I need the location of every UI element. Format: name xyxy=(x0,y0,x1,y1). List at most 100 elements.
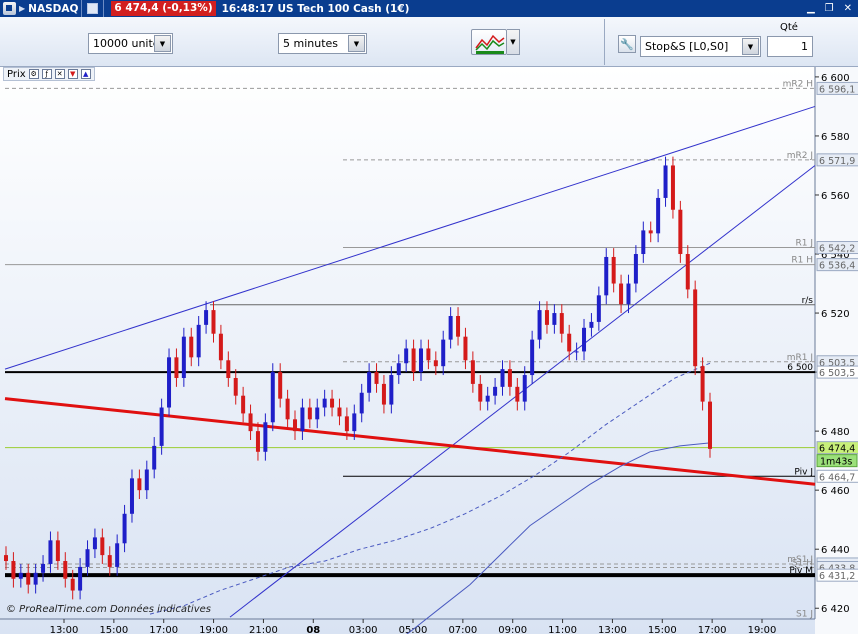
x-tick-label: 07:00 xyxy=(448,625,477,634)
level-value-label: 6 464,7 xyxy=(819,472,855,483)
candle-body xyxy=(641,230,646,255)
candle-body xyxy=(500,369,505,387)
link-icon[interactable] xyxy=(87,3,99,14)
y-tick-label: 6 600 xyxy=(821,73,850,84)
candle-body xyxy=(530,339,535,376)
order-type-value: Stop&S [L0,S0] xyxy=(645,40,729,53)
x-tick-label: 09:00 xyxy=(498,625,527,634)
level-name-label: mR2 J xyxy=(787,151,813,161)
candle-body xyxy=(648,230,653,234)
up-arrow-icon[interactable]: ▲ xyxy=(80,69,91,79)
candle-body xyxy=(33,572,38,585)
level-name-label: R1 H xyxy=(791,256,813,266)
x-tick-label: 03:00 xyxy=(349,625,378,634)
y-tick-label: 6 440 xyxy=(821,545,850,556)
level-value-label: 6 596,1 xyxy=(819,84,855,95)
x-tick-label: 21:00 xyxy=(249,625,278,634)
window-titlebar: ▶ NASDAQ 6 474,4 (-0,13%) 16:48:17 US Te… xyxy=(0,0,858,17)
chevron-down-icon[interactable]: ▼ xyxy=(742,38,759,55)
x-tick-label: 15:00 xyxy=(99,625,128,634)
level-name-label: R1 J xyxy=(796,239,814,249)
candle-body xyxy=(493,386,498,396)
candle-body xyxy=(685,254,690,290)
candle-body xyxy=(544,310,549,325)
y-tick-label: 6 560 xyxy=(821,191,850,202)
candle-body xyxy=(411,348,416,373)
wrench-icon[interactable]: 🔧 xyxy=(618,35,636,53)
moving-average-solid xyxy=(406,442,711,634)
candle-body xyxy=(374,372,379,384)
trendline-channel xyxy=(229,165,816,618)
down-arrow-icon[interactable]: ▼ xyxy=(67,69,78,79)
candle-body xyxy=(226,360,231,378)
chevron-down-icon[interactable]: ▼ xyxy=(507,29,520,55)
chevron-down-icon[interactable]: ▼ xyxy=(348,35,365,52)
price-chart[interactable]: 6 600 6 580 6 560 6 540 6 520 6 500 6 480 6 460… xyxy=(0,67,858,634)
candle-body xyxy=(633,254,638,284)
chevron-right-icon[interactable]: ▶ xyxy=(19,4,26,13)
candle-body xyxy=(70,578,75,591)
candle-body xyxy=(189,336,194,358)
candle-body xyxy=(218,333,223,361)
close-icon[interactable]: ✕ xyxy=(843,3,852,14)
x-tick-label: 15:00 xyxy=(648,625,677,634)
candle-body xyxy=(78,566,83,591)
amount-select[interactable]: 10000 unités ▼ xyxy=(88,33,173,54)
candle-body xyxy=(285,398,290,420)
candle-body xyxy=(470,360,475,384)
candle-body xyxy=(263,422,268,452)
y-tick-label: 6 420 xyxy=(821,604,850,615)
order-type-select[interactable]: Stop&S [L0,S0] ▼ xyxy=(640,36,761,57)
app-icon xyxy=(3,2,16,15)
candle-body xyxy=(433,360,438,367)
x-tick-label: 17:00 xyxy=(149,625,178,634)
candle-body xyxy=(574,351,579,353)
candle-body xyxy=(270,372,275,423)
candle-body xyxy=(122,513,127,544)
y-tick-label: 6 520 xyxy=(821,309,850,320)
instrument-name[interactable]: NASDAQ xyxy=(28,2,79,15)
y-tick-label: 6 580 xyxy=(821,132,850,143)
candle-body xyxy=(418,348,423,373)
countdown-box xyxy=(816,454,858,468)
candle-body xyxy=(167,357,172,408)
candle-body xyxy=(404,348,409,364)
minimize-icon[interactable]: ▁ xyxy=(806,3,815,14)
candle-body xyxy=(4,555,8,562)
qty-input[interactable]: 1 xyxy=(767,36,813,57)
chevron-down-icon[interactable]: ▼ xyxy=(154,35,171,52)
candle-body xyxy=(137,478,142,491)
candle-body xyxy=(26,572,31,585)
candle-body xyxy=(211,310,216,334)
candle-body xyxy=(619,283,624,305)
candle-body xyxy=(115,543,120,567)
chart-type-button[interactable] xyxy=(471,29,507,55)
candle-body xyxy=(129,478,134,514)
qty-label: Qté xyxy=(780,22,798,33)
candle-body xyxy=(100,537,105,556)
indicator-icon[interactable]: ƒ xyxy=(41,69,52,79)
level-value-label: 6 503,5 xyxy=(819,358,855,369)
candle-body xyxy=(589,321,594,328)
level-name-label: mR2 H xyxy=(783,79,813,89)
level-value-box xyxy=(816,81,858,95)
candle-body xyxy=(278,372,283,399)
candle-body xyxy=(233,377,238,396)
wrench-icon[interactable]: ⚙ xyxy=(28,69,39,79)
candle-body xyxy=(92,537,97,550)
level-name-label: Piv J xyxy=(794,467,813,477)
candle-body xyxy=(337,407,342,417)
candle-body xyxy=(656,197,661,234)
y-tick-label: 6 460 xyxy=(821,486,850,497)
close-icon[interactable]: ✕ xyxy=(54,69,65,79)
candle-body xyxy=(522,375,527,402)
x-tick-label: 19:00 xyxy=(199,625,228,634)
restore-icon[interactable]: ❐ xyxy=(824,3,834,14)
x-tick-label: 13:00 xyxy=(50,625,79,634)
candle-body xyxy=(552,313,557,325)
period-select[interactable]: 5 minutes ▼ xyxy=(278,33,367,54)
candle-body xyxy=(315,407,320,420)
candle-body xyxy=(478,383,483,402)
candle-body xyxy=(48,540,53,564)
candle-body xyxy=(441,339,446,367)
